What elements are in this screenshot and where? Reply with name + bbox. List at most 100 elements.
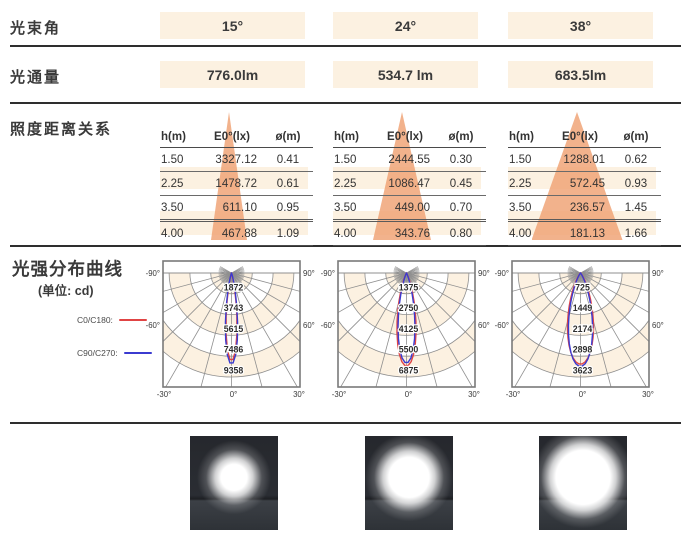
column-header: ø(m)	[436, 127, 486, 148]
table-cell: 3327.12	[200, 147, 263, 172]
section-divider	[10, 102, 681, 104]
ring-value-label: 725	[575, 282, 590, 292]
table-row: 2.25 572.45 0.93	[508, 171, 661, 196]
ring-value-label: 5500	[399, 345, 419, 355]
column-header: h(m)	[333, 127, 373, 148]
curve-c90-c270	[397, 272, 416, 364]
table-row: 4.00 343.76 0.80	[333, 220, 486, 246]
table-row: 3.50 611.10 0.95	[160, 195, 313, 222]
table-cell: 0.70	[436, 195, 486, 222]
angle-tick-label: 90°	[303, 269, 315, 278]
polar-chart-3: 725 1449 2174 2898 3623 -90° 90° -60° 60° -30° 0° 3…	[495, 260, 664, 399]
table-cell: 467.88	[200, 220, 263, 246]
table-cell: 3.50	[508, 195, 548, 222]
angle-tick-label: -30°	[157, 390, 171, 399]
ring-value-label: 6875	[399, 366, 419, 376]
ring-value-label: 1449	[573, 303, 593, 313]
angle-tick-label: -90°	[321, 269, 335, 278]
illuminance-label: 照度距离关系	[10, 121, 113, 138]
table-cell: 181.13	[548, 220, 611, 246]
angle-tick-label: 30°	[468, 390, 480, 399]
table-cell: 2.25	[333, 171, 373, 196]
column-header: h(m)	[508, 127, 548, 148]
table-row: 2.25 1478.72 0.61	[160, 171, 313, 196]
table-cell: 1.09	[263, 220, 313, 246]
legend-c90-c270: C90/C270:	[77, 348, 152, 358]
curve-c90-c270	[224, 272, 239, 364]
table-cell: 0.93	[611, 171, 661, 196]
polar-chart-2: 1375 2750 4125 5500 6875 -90° 90° -60° 60° -30° 0°…	[321, 260, 490, 399]
angle-tick-label: 0°	[230, 390, 237, 399]
beam-photo-3	[539, 436, 627, 530]
polar-grid: 1872 3743 5615 7486 9358	[163, 261, 300, 387]
table-row: 4.00 181.13 1.66	[508, 220, 661, 246]
table-cell: 0.80	[436, 220, 486, 246]
angle-tick-label: 30°	[642, 390, 654, 399]
angle-tick-label: 60°	[652, 321, 664, 330]
column-header: E0°(lx)	[373, 127, 436, 148]
section-divider	[10, 245, 681, 247]
angle-tick-label: -60°	[321, 321, 335, 330]
beam-angle-value-3: 38°	[508, 12, 653, 39]
table-cell: 0.45	[436, 171, 486, 196]
beam-photo-2	[365, 436, 453, 530]
distribution-unit: (单位: cd)	[38, 284, 94, 298]
beam-angle-value-2: 24°	[333, 12, 478, 39]
table-cell: 4.00	[508, 220, 548, 246]
curve-c90-c270	[567, 272, 594, 367]
angle-tick-label: 90°	[652, 269, 664, 278]
table-row: 2.25 1086.47 0.45	[333, 171, 486, 196]
table-cell: 2.25	[508, 171, 548, 196]
table-cell: 2.25	[160, 171, 200, 196]
ring-value-label: 5615	[224, 324, 244, 334]
angle-tick-label: 0°	[405, 390, 412, 399]
ring-value-label: 3623	[573, 366, 593, 376]
table-cell: 1.50	[160, 147, 200, 172]
angle-tick-label: 60°	[303, 321, 315, 330]
chart-border	[511, 260, 650, 388]
angle-tick-label: -60°	[146, 321, 160, 330]
table-cell: 0.41	[263, 147, 313, 172]
angle-tick-label: 0°	[579, 390, 586, 399]
angle-tick-label: -30°	[332, 390, 346, 399]
ring-value-label: 2750	[399, 303, 419, 313]
section-divider	[10, 422, 681, 424]
beam-photo-1	[190, 436, 278, 530]
angle-tick-label: -90°	[495, 269, 509, 278]
angle-tick-label: -90°	[146, 269, 160, 278]
table-row: 3.50 236.57 1.45	[508, 195, 661, 222]
blue-line-swatch-icon	[123, 351, 152, 355]
angle-tick-label: 60°	[478, 321, 490, 330]
table-cell: 4.00	[333, 220, 373, 246]
table-cell: 1288.01	[548, 147, 611, 172]
angle-tick-label: 90°	[478, 269, 490, 278]
ring-value-label: 2174	[573, 324, 593, 334]
table-cell: 572.45	[548, 171, 611, 196]
table-row: 1.50 1288.01 0.62	[508, 147, 661, 172]
ring-value-label: 2898	[573, 345, 593, 355]
ring-value-label: 4125	[399, 324, 419, 334]
table-cell: 2444.55	[373, 147, 436, 172]
legend-label: C90/C270:	[77, 348, 118, 358]
legend-label: C0/C180:	[77, 315, 113, 325]
polar-chart-1: 1872 3743 5615 7486 9358 -90° 90° -60° 60° -30° 0°…	[146, 260, 315, 399]
column-header: ø(m)	[611, 127, 661, 148]
table-cell: 343.76	[373, 220, 436, 246]
flux-label: 光通量	[10, 69, 62, 86]
table-cell: 1.66	[611, 220, 661, 246]
polar-grid: 725 1449 2174 2898 3623	[512, 261, 649, 387]
table-row: 1.50 2444.55 0.30	[333, 147, 486, 172]
illuminance-block-1: h(m) E0°(lx) ø(m) 1.50 3327.12 0.41 2.25 1478.7…	[160, 108, 313, 246]
table-cell: 0.30	[436, 147, 486, 172]
beam-angle-value-1: 15°	[160, 12, 305, 39]
column-header: h(m)	[160, 127, 200, 148]
table-cell: 1.50	[508, 147, 548, 172]
table-cell: 3.50	[333, 195, 373, 222]
ring-value-label: 3743	[224, 303, 244, 313]
column-header: E0°(lx)	[548, 127, 611, 148]
legend-c0-c180: C0/C180:	[77, 315, 147, 325]
flux-value-3: 683.5lm	[508, 61, 653, 88]
table-row: 4.00 467.88 1.09	[160, 220, 313, 246]
table-cell: 449.00	[373, 195, 436, 222]
table-cell: 0.95	[263, 195, 313, 222]
